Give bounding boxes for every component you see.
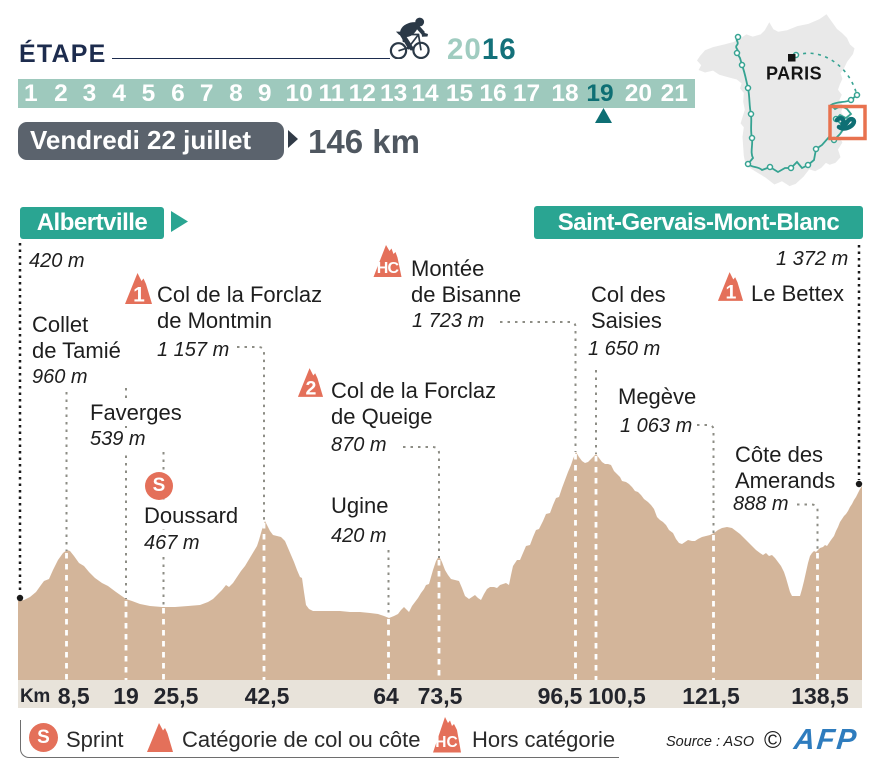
svg-text:HC: HC: [435, 734, 457, 751]
svg-text:HC: HC: [377, 260, 400, 277]
svg-text:2: 2: [306, 378, 317, 397]
svg-text:1: 1: [133, 284, 145, 305]
svg-text:PARIS: PARIS: [766, 64, 822, 84]
svg-text:1: 1: [726, 282, 737, 301]
